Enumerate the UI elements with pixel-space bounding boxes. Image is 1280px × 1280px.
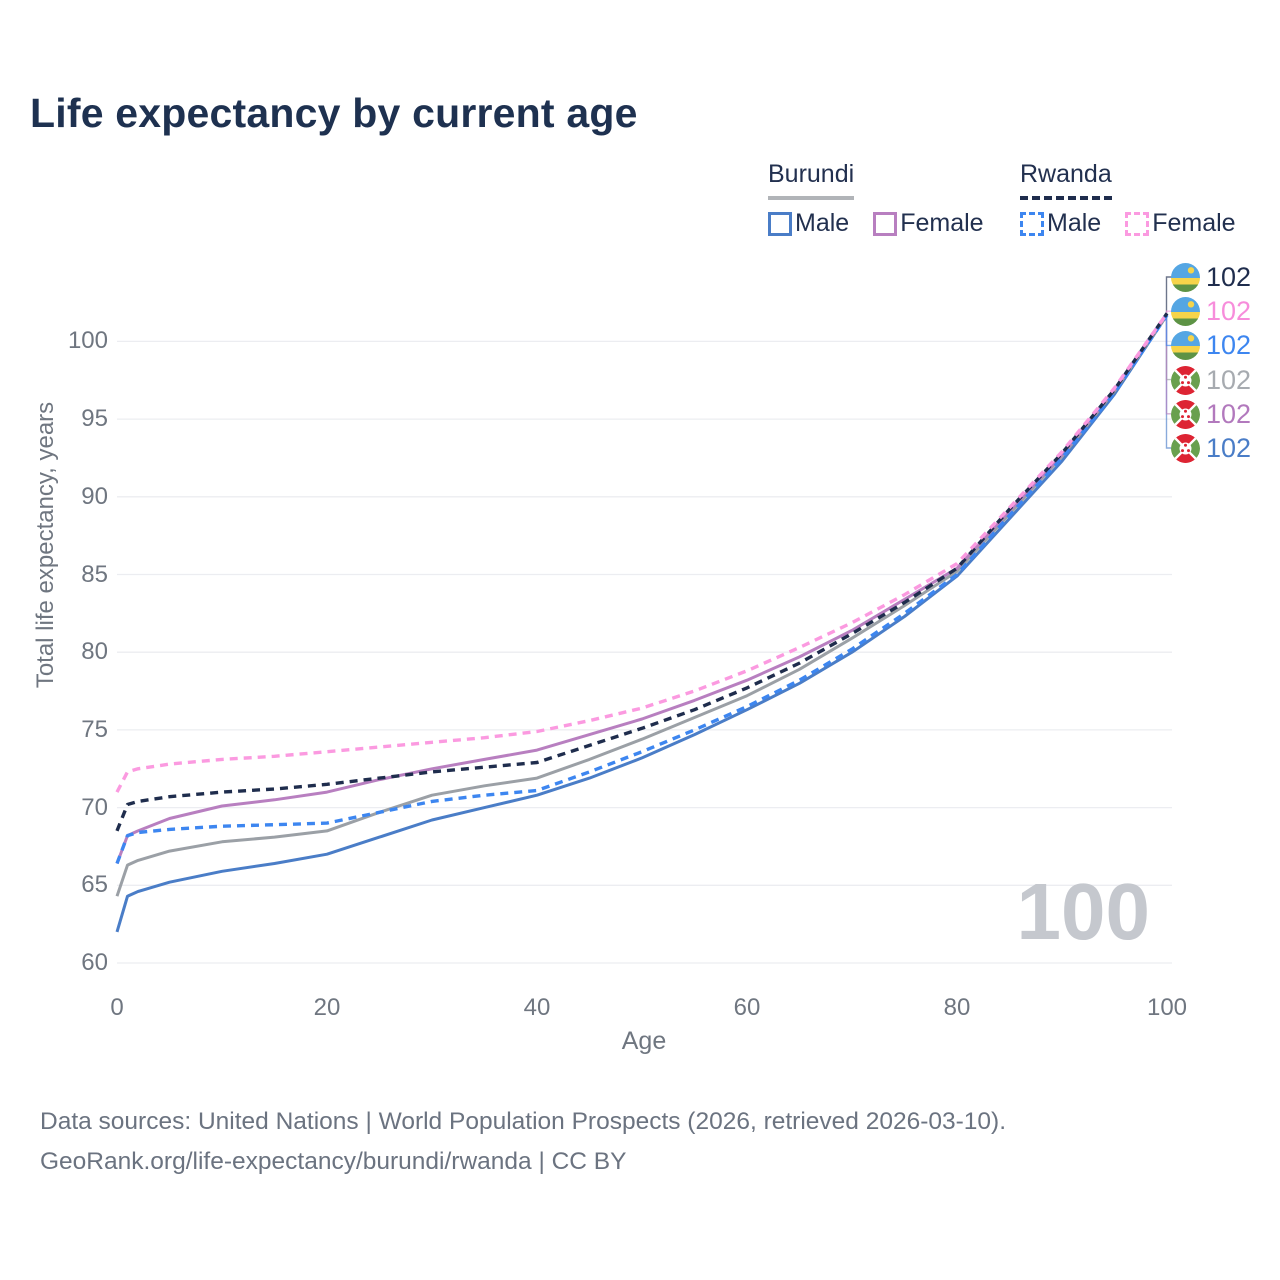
burundi-flag-icon bbox=[1171, 399, 1200, 429]
leader-line-rwanda-both-sexes bbox=[1165, 276, 1173, 314]
y-tick-label-75: 75 bbox=[81, 716, 108, 743]
x-tick-label-60: 60 bbox=[733, 994, 761, 1021]
end-value-burundi-both-sexes: 102 bbox=[1206, 365, 1252, 395]
rwanda-male-swatch-icon bbox=[1020, 211, 1044, 236]
line-burundi-both-sexes bbox=[115, 314, 1169, 897]
rwanda-flag-icon bbox=[1171, 330, 1200, 360]
legend-label-rwanda-female: Female bbox=[1152, 209, 1236, 237]
burundi-flag-icon bbox=[1171, 365, 1200, 395]
end-value-burundi-female: 102 bbox=[1206, 399, 1252, 429]
legend-label-burundi-female: Female bbox=[900, 209, 984, 237]
x-tick-label-20: 20 bbox=[313, 994, 341, 1021]
line-rwanda-male bbox=[115, 314, 1169, 865]
x-tick-label-40: 40 bbox=[523, 994, 551, 1021]
burundi-flag-icon bbox=[1171, 433, 1200, 463]
y-tick-label-65: 65 bbox=[81, 871, 108, 898]
end-value-rwanda-male: 102 bbox=[1206, 330, 1252, 360]
line-rwanda-female bbox=[115, 312, 1169, 793]
leader-line-rwanda-male bbox=[1165, 315, 1173, 347]
legend-country-burundi[interactable]: Burundi bbox=[768, 160, 855, 200]
rwanda-flag-icon bbox=[1171, 262, 1200, 292]
leader-line-burundi-female bbox=[1165, 313, 1173, 415]
legend-label-burundi-male: Male bbox=[795, 209, 850, 237]
rwanda-flag-icon bbox=[1171, 296, 1200, 326]
current-age-watermark: 100 bbox=[1016, 867, 1150, 956]
line-burundi-male bbox=[115, 314, 1169, 933]
end-label-row-burundi-male: 102 bbox=[1171, 431, 1251, 465]
legend-item-rwanda-male[interactable]: Male bbox=[1020, 209, 1101, 238]
x-tick-label-100: 100 bbox=[1146, 994, 1188, 1021]
x-axis-title: Age bbox=[621, 1027, 667, 1055]
data-sources-note: Data sources: United Nations | World Pop… bbox=[40, 1108, 1007, 1135]
leader-line-rwanda-female bbox=[1165, 310, 1173, 314]
y-tick-label-90: 90 bbox=[81, 483, 108, 510]
burundi-female-swatch-icon bbox=[873, 211, 898, 236]
x-tick-label-0: 0 bbox=[110, 994, 124, 1021]
end-value-rwanda-both-sexes: 102 bbox=[1206, 262, 1252, 292]
x-tick-label-80: 80 bbox=[943, 994, 971, 1021]
y-tick-label-70: 70 bbox=[81, 794, 108, 821]
y-tick-label-100: 100 bbox=[67, 327, 108, 354]
y-tick-label-60: 60 bbox=[81, 949, 108, 976]
y-tick-label-80: 80 bbox=[81, 638, 108, 665]
end-label-row-burundi-both-sexes: 102 bbox=[1171, 363, 1251, 397]
end-label-row-rwanda-male: 102 bbox=[1171, 328, 1251, 362]
legend-group-burundi: Burundi Male Female bbox=[768, 160, 984, 238]
rwanda-female-swatch-icon bbox=[1125, 211, 1150, 236]
y-tick-label-95: 95 bbox=[81, 405, 108, 432]
legend-group-rwanda: Rwanda Male Female bbox=[1020, 160, 1236, 238]
legend-country-rwanda[interactable]: Rwanda bbox=[1020, 160, 1112, 200]
legend-item-rwanda-female[interactable]: Female bbox=[1125, 209, 1236, 238]
page-title: Life expectancy by current age bbox=[30, 90, 638, 136]
legend-label-rwanda-male: Male bbox=[1047, 209, 1102, 237]
line-burundi-female bbox=[115, 312, 1169, 865]
end-label-row-burundi-female: 102 bbox=[1171, 397, 1251, 431]
burundi-male-swatch-icon bbox=[768, 211, 792, 236]
legend-item-burundi-female[interactable]: Female bbox=[873, 209, 984, 238]
y-tick-label-85: 85 bbox=[81, 561, 108, 588]
end-value-rwanda-female: 102 bbox=[1206, 296, 1252, 326]
legend-item-burundi-male[interactable]: Male bbox=[768, 209, 849, 238]
end-value-burundi-male: 102 bbox=[1206, 433, 1252, 463]
end-label-row-rwanda-both-sexes: 102 bbox=[1171, 260, 1251, 294]
line-rwanda-both-sexes bbox=[115, 312, 1169, 832]
attribution-note: GeoRank.org/life-expectancy/burundi/rwan… bbox=[40, 1148, 627, 1175]
end-label-row-rwanda-female: 102 bbox=[1171, 294, 1251, 328]
